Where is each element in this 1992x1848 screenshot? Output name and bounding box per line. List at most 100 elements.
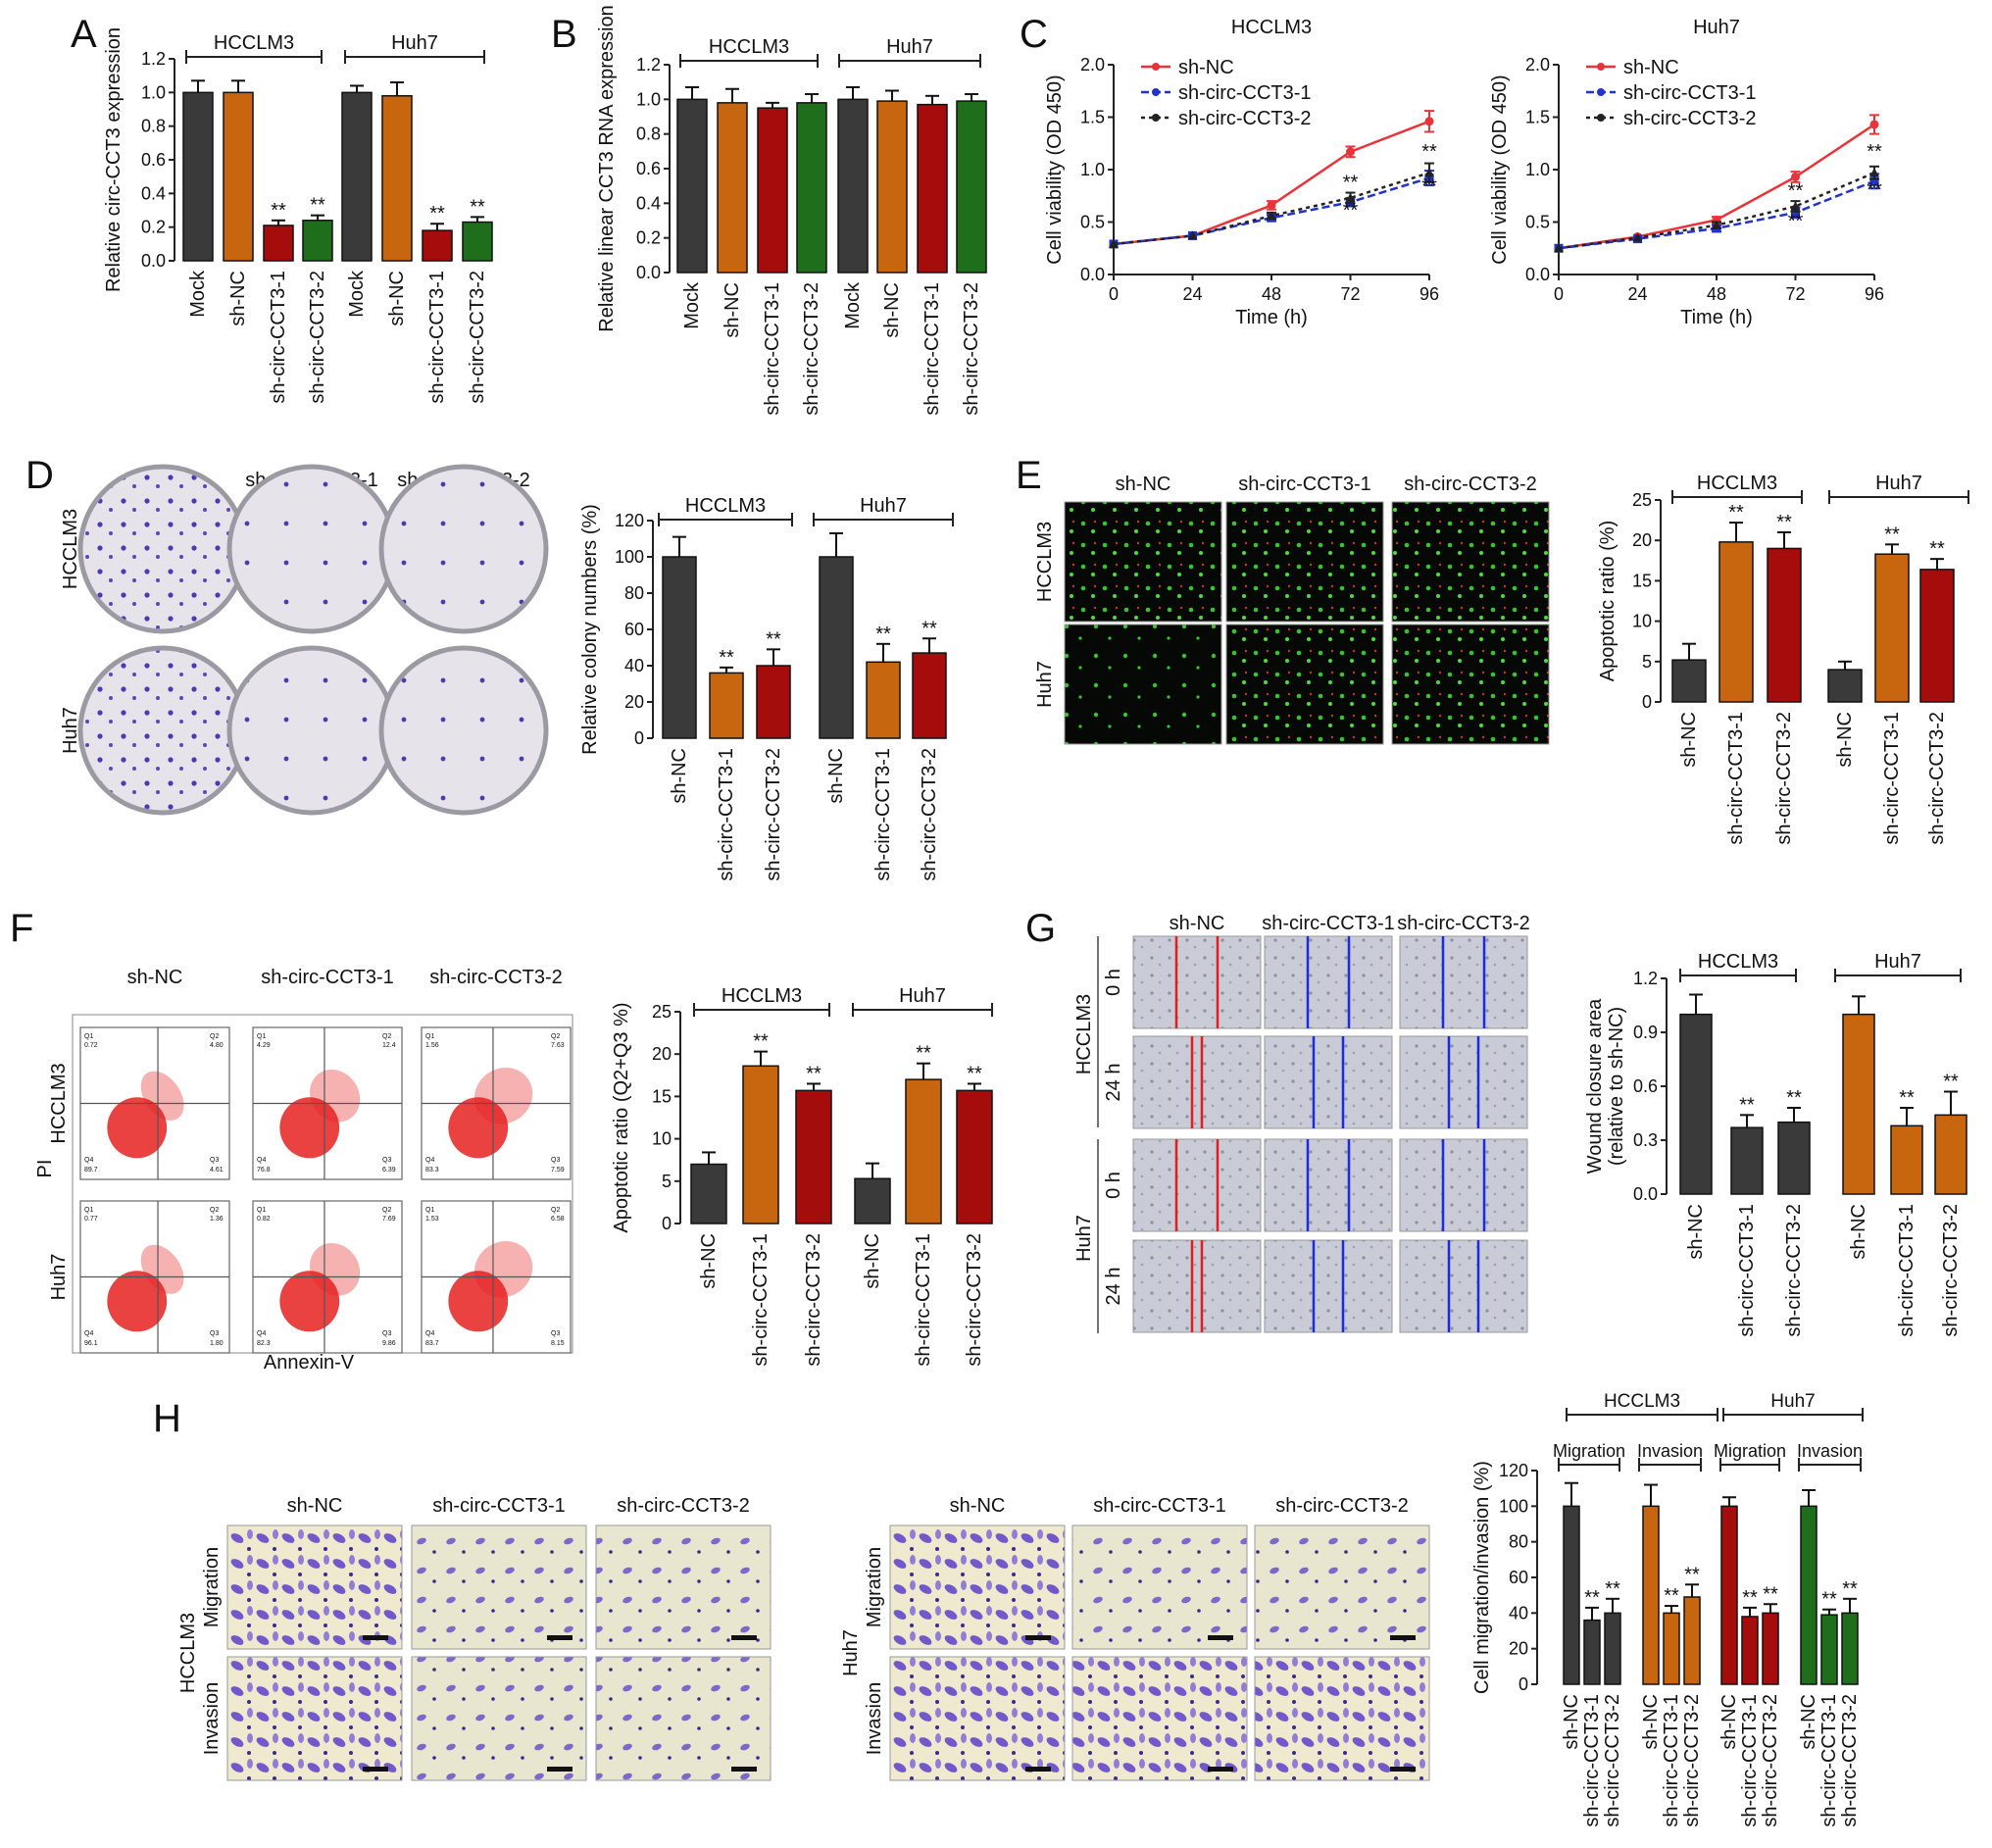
- y-axis-label: Relative colony numbers (%): [579, 504, 601, 755]
- y-tick-label: 20: [624, 692, 644, 712]
- x-tick-label: 96: [1865, 284, 1884, 304]
- x-tick-label: sh-NC: [386, 271, 408, 326]
- flow-cloud-tail: [473, 1241, 533, 1298]
- y-tick-label: 2.0: [1525, 55, 1550, 75]
- line-chart-C1: 0.0 0.5 1.0 1.5 2.0 0 24 48 72 96 Time (h) Cell via…: [1044, 17, 1439, 328]
- column-label: sh-circ-CCT3-1: [1262, 913, 1395, 934]
- transwell-image-icon-tile: [1071, 1524, 1248, 1650]
- significance-label: **: [1742, 1587, 1758, 1609]
- quadrant-label: Q1: [257, 1033, 266, 1040]
- flow-cloud-tail: [473, 1068, 533, 1124]
- quadrant-value: 76.8: [257, 1167, 271, 1174]
- fluorescence-image-icon-tile: [1391, 501, 1550, 623]
- quadrant-value: 0.82: [257, 1216, 271, 1223]
- transwell-image-icon: [595, 1524, 772, 1650]
- quadrant-label: Q2: [210, 1207, 219, 1214]
- bar: [1762, 1612, 1779, 1685]
- x-tick-label: sh-NC: [669, 748, 690, 804]
- flow-cloud: [107, 1271, 168, 1332]
- significance-label: **: [1605, 1578, 1620, 1600]
- wound-healing-image-icon-tile: [1399, 935, 1528, 1029]
- bar: [717, 102, 748, 274]
- y-tick-label: 0.6: [141, 150, 166, 170]
- wound-healing-image-icon: [1132, 935, 1262, 1029]
- wound-healing-image-icon: [1264, 1035, 1393, 1129]
- bar: [956, 1089, 993, 1224]
- x-tick-label: sh-circ-CCT3-1: [1661, 1694, 1682, 1827]
- y-tick-label: 0: [662, 1214, 672, 1233]
- quadrant-value: 12.4: [382, 1042, 396, 1049]
- bar: [1800, 1505, 1818, 1685]
- transwell-image-icon: [595, 1656, 772, 1781]
- time-label: 24 h: [1103, 1268, 1124, 1306]
- x-tick-label: sh-circ-CCT3-2: [919, 748, 940, 881]
- colony-dish-icon: [378, 464, 549, 634]
- x-tick-label: sh-circ-CCT3-1: [426, 271, 448, 404]
- x-tick-label: sh-NC: [1640, 1694, 1662, 1750]
- quadrant-label: Q4: [257, 1157, 266, 1164]
- y-axis-label: (relative to sh-NC): [1606, 1007, 1627, 1166]
- data-point: [1869, 176, 1879, 186]
- quadrant-label: Q4: [84, 1157, 93, 1164]
- y-tick-label: 15: [1632, 571, 1652, 590]
- quadrant-label: Q3: [382, 1330, 391, 1337]
- x-tick-label: sh-circ-CCT3-2: [803, 1233, 824, 1367]
- bar: [1842, 1013, 1875, 1195]
- scale-bar: [1390, 1767, 1416, 1772]
- y-tick-label: 40: [624, 656, 644, 675]
- bar-chart-H: 0 20 40 60 80 100 120 Cell migration/invasion (…: [1471, 1461, 1861, 1827]
- flow-cloud-tail: [140, 1071, 184, 1121]
- time-label: 0 h: [1103, 969, 1124, 996]
- column-label: sh-NC: [127, 967, 183, 988]
- column-label: sh-circ-CCT3-2: [1275, 1495, 1409, 1517]
- y-tick-label: 20: [1509, 1639, 1528, 1659]
- quadrant-label: Q3: [382, 1157, 391, 1164]
- significance-label: **: [1786, 1087, 1802, 1109]
- y-tick-label: 0.8: [141, 117, 166, 136]
- quadrant-value: 1.36: [210, 1216, 224, 1223]
- x-tick-label: sh-circ-CCT3-2: [1681, 1694, 1703, 1827]
- x-tick-label: sh-circ-CCT3-1: [762, 282, 783, 416]
- x-tick-label: 72: [1785, 284, 1805, 304]
- significance-label: **: [1343, 200, 1359, 222]
- legend-label: sh-NC: [1623, 57, 1679, 78]
- x-tick-label: sh-circ-CCT3-2: [763, 748, 784, 881]
- bar: [223, 91, 254, 262]
- series-line: [1113, 120, 1430, 246]
- y-tick-label: 0.0: [141, 251, 166, 271]
- transwell-image-icon: [226, 1524, 403, 1650]
- wound-healing-image-icon-tile: [1264, 1239, 1393, 1333]
- data-point: [1424, 117, 1434, 126]
- flow-cytometry-plot: Q1 1.53 Q2 6.58 Q3 8.15 Q4 83.7: [421, 1200, 572, 1354]
- bar: [1604, 1612, 1621, 1685]
- panel-letter: E: [1016, 454, 1042, 497]
- transwell-image-icon-tile: [889, 1524, 1066, 1650]
- quadrant-label: Q1: [425, 1207, 434, 1214]
- y-tick-label: 0.2: [636, 228, 661, 248]
- quadrant-label: Q1: [84, 1207, 93, 1214]
- data-point: [1345, 192, 1356, 202]
- quadrant-value: 0.77: [84, 1216, 98, 1223]
- fluorescence-image-icon-tile: [1391, 624, 1550, 745]
- quadrant-label: Q2: [382, 1207, 391, 1214]
- bar: [662, 556, 697, 739]
- fluorescence-image-icon-tile: [1225, 501, 1384, 623]
- scale-bar: [547, 1767, 573, 1772]
- bar: [866, 661, 901, 739]
- wound-healing-image-icon: [1132, 1239, 1262, 1333]
- group-label: HCCLM3: [1697, 473, 1777, 494]
- legend-marker: [1152, 114, 1160, 122]
- bar: [837, 98, 869, 274]
- column-label: sh-circ-CCT3-1: [1238, 474, 1371, 495]
- y-axis-label: Cell viability (OD 450): [1044, 75, 1066, 264]
- y-axis-label: Wound closure area: [1584, 998, 1606, 1174]
- data-point: [1791, 172, 1800, 181]
- bar: [462, 221, 493, 262]
- group-label: HCCLM3: [1698, 951, 1778, 973]
- group-label: HCCLM3: [722, 985, 802, 1007]
- x-tick-label: sh-circ-CCT3-2: [1760, 1694, 1781, 1827]
- significance-label: **: [1842, 1578, 1858, 1600]
- y-tick-label: 25: [1632, 490, 1652, 510]
- bar: [381, 95, 413, 262]
- bar: [1679, 1013, 1713, 1195]
